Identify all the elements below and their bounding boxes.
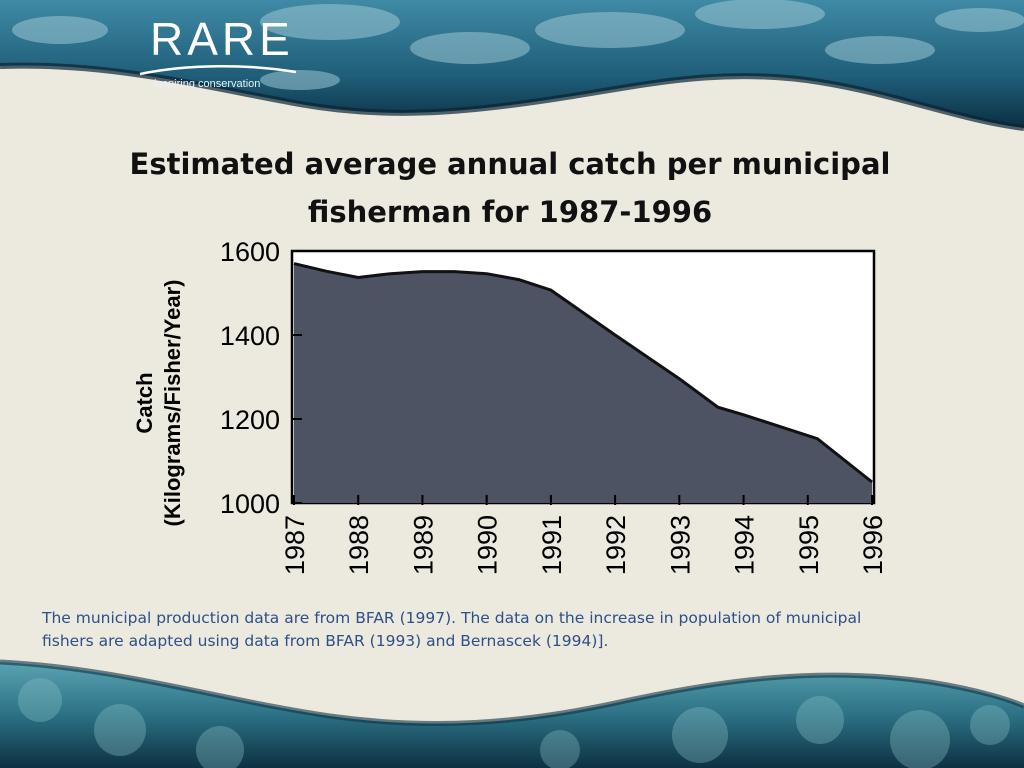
ocean-header bbox=[0, 0, 1024, 128]
x-tick-label: 1990 bbox=[473, 515, 503, 575]
coral-texture bbox=[18, 678, 1010, 768]
fish-school bbox=[12, 0, 1024, 90]
logo-swoosh-icon bbox=[139, 64, 297, 76]
logo-wordmark: RARE bbox=[150, 13, 294, 65]
x-tick-label: 1992 bbox=[601, 515, 631, 575]
x-tick-label: 1994 bbox=[730, 515, 760, 575]
x-tick-label: 1988 bbox=[344, 515, 374, 575]
title-line-2: fisherman for 1987-1996 bbox=[307, 195, 713, 229]
catch-area-fill bbox=[294, 263, 872, 503]
x-tick-label: 1987 bbox=[280, 515, 310, 575]
y-axis-label-line-1: Catch bbox=[132, 372, 157, 433]
caption-line-2: fishers are adapted using data from BFAR… bbox=[42, 632, 609, 650]
x-axis: 1987 1988 1989 1990 1991 1992 1993 1994 1995 1996 bbox=[280, 495, 888, 575]
x-tick-label: 1995 bbox=[794, 515, 824, 575]
title-line-1: Estimated average annual catch per munic… bbox=[129, 147, 891, 181]
x-tick-label: 1993 bbox=[665, 515, 695, 575]
slide-title: Estimated average annual catch per munic… bbox=[60, 140, 960, 236]
y-axis: 1000 1200 1400 1600 bbox=[220, 237, 302, 519]
y-tick-label: 1200 bbox=[220, 405, 280, 435]
logo-tagline: inspiring conservation bbox=[154, 78, 261, 90]
x-tick-label: 1989 bbox=[408, 515, 438, 575]
y-tick-label: 1000 bbox=[220, 489, 280, 519]
y-tick-label: 1600 bbox=[220, 237, 280, 267]
y-tick-label: 1400 bbox=[220, 321, 280, 351]
x-tick-label: 1991 bbox=[537, 515, 567, 575]
reef-footer bbox=[0, 662, 1024, 768]
x-tick-label: 1996 bbox=[858, 515, 888, 575]
source-caption: The municipal production data are from B… bbox=[42, 607, 922, 653]
caption-line-1: The municipal production data are from B… bbox=[42, 609, 862, 627]
y-axis-label-line-2: (Kilograms/Fisher/Year) bbox=[160, 280, 185, 527]
rare-logo: RARE inspiring conservation bbox=[139, 13, 297, 90]
catch-series-line bbox=[293, 262, 873, 484]
